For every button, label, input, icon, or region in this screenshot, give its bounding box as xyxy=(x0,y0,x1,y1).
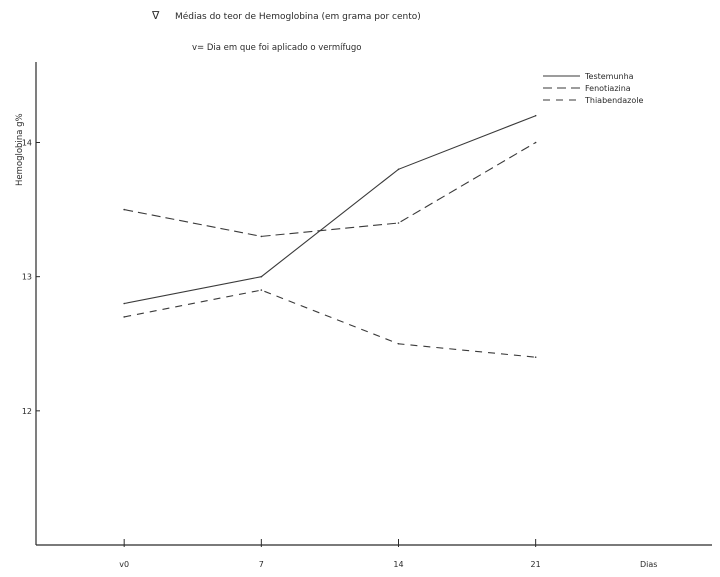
x-tick-label: 7 xyxy=(259,560,264,569)
y-tick-label: 13 xyxy=(22,273,32,282)
series-line-testemunha xyxy=(124,115,536,305)
data-point-testemunha xyxy=(123,302,125,305)
data-point-fenotiazina xyxy=(397,222,400,224)
data-point-testemunha xyxy=(397,168,400,171)
data-point-testemunha xyxy=(534,114,537,117)
legend-label-testemunha: Testemunha xyxy=(584,72,634,81)
data-point-thiabendazole xyxy=(123,316,125,318)
y-tick-label: 14 xyxy=(22,139,32,148)
x-tick-label: 21 xyxy=(531,560,541,569)
chart-note: v= Dia em que foi aplicado o vermífugo xyxy=(192,43,362,53)
x-tick-label: 14 xyxy=(393,560,403,569)
plot-area: 12 13 14 v0 7 14 21 xyxy=(22,62,712,569)
legend: Testemunha Fenotiazina Thiabendazole xyxy=(543,72,643,105)
chart-title: Médias do teor de Hemoglobina (em grama … xyxy=(175,11,421,22)
x-axis-label: Dias xyxy=(640,560,657,569)
data-point-fenotiazina xyxy=(260,235,263,238)
data-point-fenotiazina xyxy=(123,208,125,211)
legend-label-thiabendazole: Thiabendazole xyxy=(584,96,643,105)
data-point-testemunha xyxy=(260,275,263,278)
data-point-thiabendazole xyxy=(534,356,537,358)
title-marker: ∇ xyxy=(151,9,160,22)
data-point-thiabendazole xyxy=(260,289,263,291)
legend-label-fenotiazina: Fenotiazina xyxy=(585,84,631,93)
y-tick-label: 12 xyxy=(22,407,32,416)
x-tick-label: v0 xyxy=(119,560,129,569)
series-line-thiabendazole xyxy=(124,289,536,358)
data-point-thiabendazole xyxy=(397,342,400,345)
data-point-fenotiazina xyxy=(534,141,537,144)
y-axis-label: Hemoglobina g% xyxy=(15,113,25,186)
series-line-fenotiazina xyxy=(124,142,536,237)
